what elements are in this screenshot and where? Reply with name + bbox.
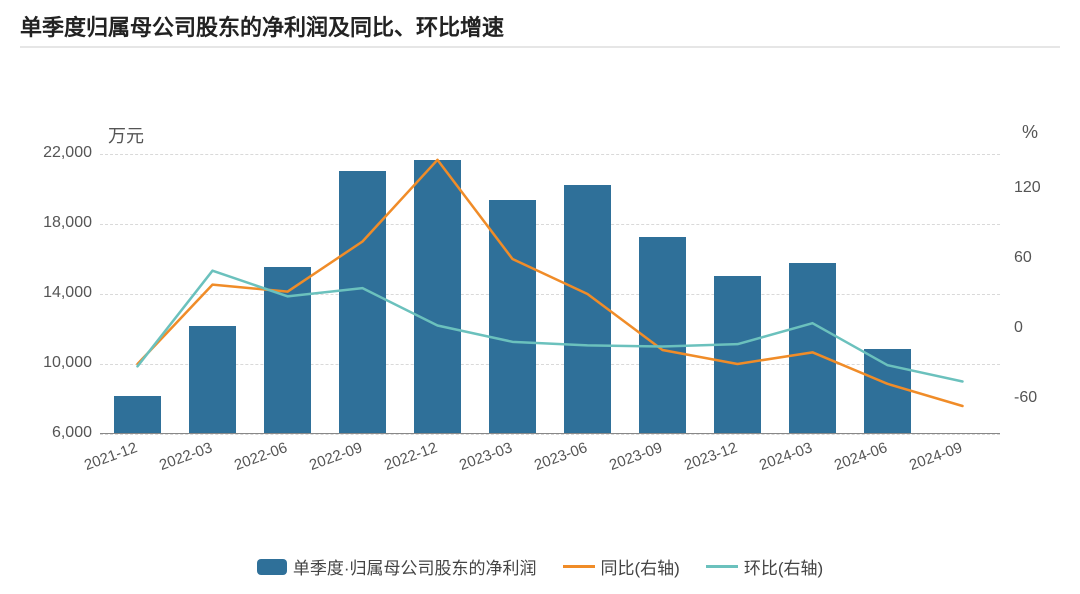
legend: 单季度·归属母公司股东的净利润 同比(右轴) 环比(右轴) xyxy=(0,554,1080,579)
legend-item: 环比(右轴) xyxy=(706,554,823,579)
series-line xyxy=(138,271,963,382)
legend-label: 单季度·归属母公司股东的净利润 xyxy=(293,554,537,579)
legend-swatch-line xyxy=(563,565,595,568)
legend-item: 单季度·归属母公司股东的净利润 xyxy=(257,554,537,579)
chart-title: 单季度归属母公司股东的净利润及同比、环比增速 xyxy=(20,10,1060,42)
legend-swatch-line xyxy=(706,565,738,568)
title-rule xyxy=(20,46,1060,48)
legend-label: 环比(右轴) xyxy=(744,554,823,579)
chart-area: 万元%6,00010,00014,00018,00022,000-6006012… xyxy=(0,54,1080,594)
series-line xyxy=(138,160,963,406)
line-overlay xyxy=(0,54,1080,594)
title-row: 单季度归属母公司股东的净利润及同比、环比增速 xyxy=(0,0,1080,54)
legend-item: 同比(右轴) xyxy=(563,554,680,579)
legend-swatch-bar xyxy=(257,559,287,575)
legend-label: 同比(右轴) xyxy=(601,554,680,579)
